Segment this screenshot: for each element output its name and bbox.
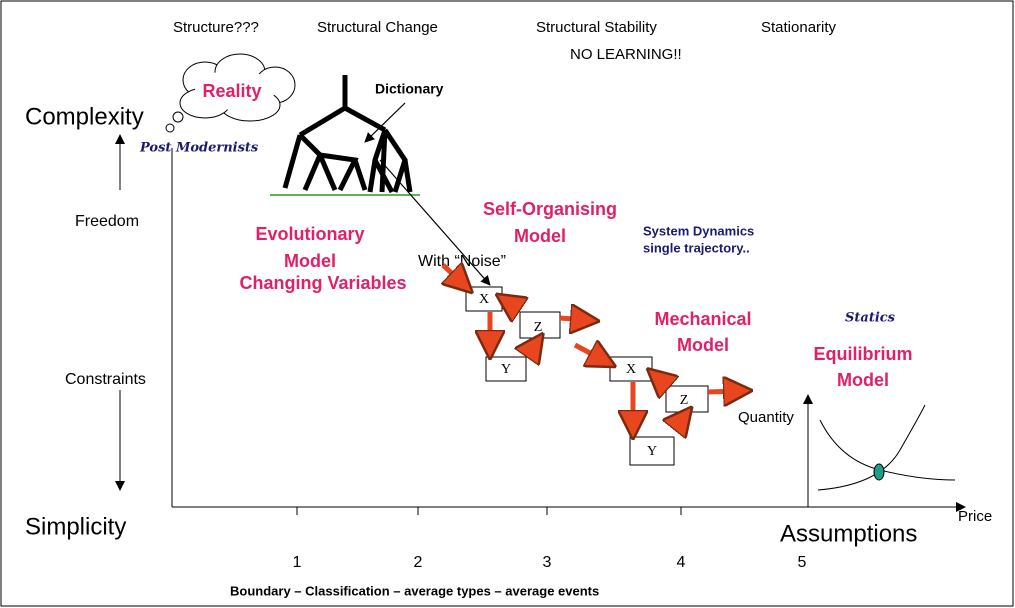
post-modernists: Post Modernists — [139, 141, 259, 156]
tick-label: 3 — [543, 554, 552, 571]
freedom: Freedom — [75, 213, 139, 230]
tick-label: 5 — [798, 554, 807, 571]
box-label: Z — [680, 393, 689, 408]
box-label: Y — [501, 362, 511, 377]
evolutionary: Model — [284, 251, 336, 271]
box-label: X — [479, 292, 489, 307]
tick-label: 1 — [293, 554, 302, 571]
statics: Statics — [845, 311, 896, 326]
tree — [282, 75, 413, 194]
box-label: Z — [534, 320, 543, 335]
box-label: Y — [647, 444, 657, 459]
cloud — [165, 53, 296, 133]
complexity: Complexity — [25, 103, 144, 130]
box-label: X — [626, 362, 636, 377]
stage: Stationarity — [761, 19, 837, 36]
demand-curve — [819, 419, 956, 481]
system-dynamics: single trajectory.. — [643, 240, 750, 255]
self-organising: Self-Organising — [483, 199, 617, 219]
stage: Structure??? — [173, 19, 259, 36]
noise: With “Noise” — [418, 253, 506, 270]
mechanical: Model — [677, 335, 729, 355]
reality: Reality — [202, 81, 261, 101]
equilibrium-point — [873, 463, 885, 481]
stage: Structural Change — [317, 19, 438, 36]
self-organising: Model — [514, 226, 566, 246]
system-dynamics: System Dynamics — [643, 223, 754, 238]
tick-label: 4 — [677, 554, 686, 571]
simplicity: Simplicity — [25, 513, 126, 540]
constraints: Constraints — [65, 371, 146, 388]
note: NO LEARNING!! — [570, 46, 682, 63]
evolutionary: Evolutionary — [255, 224, 364, 244]
changing-variables: Changing Variables — [239, 273, 406, 293]
equilibrium: Model — [837, 370, 889, 390]
pointer — [364, 102, 406, 143]
price: Price — [958, 508, 992, 525]
stage: Structural Stability — [536, 19, 657, 36]
mechanical: Mechanical — [654, 309, 751, 329]
flow-arrows — [443, 265, 738, 428]
supply-curve — [817, 404, 926, 491]
equilibrium: Equilibrium — [814, 344, 913, 364]
assumptions: Assumptions — [780, 520, 917, 547]
quantity: Quantity — [738, 409, 794, 426]
tick-label: 2 — [414, 554, 423, 571]
tick-marks — [296, 507, 682, 515]
caption: Boundary – Classification – average type… — [230, 583, 599, 598]
dictionary: Dictionary — [375, 81, 444, 97]
